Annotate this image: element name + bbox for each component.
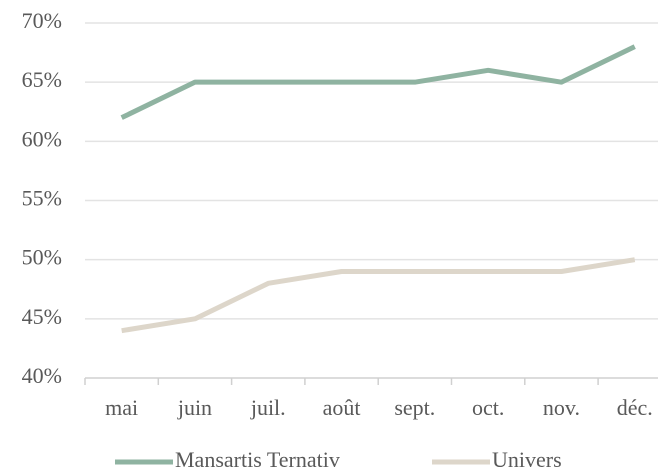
x-tick-label: août bbox=[323, 395, 361, 420]
x-tick-label: oct. bbox=[472, 395, 504, 420]
y-tick-label: 55% bbox=[22, 186, 62, 211]
legend-label: Mansartis Ternativ bbox=[175, 447, 340, 472]
legend-label: Univers bbox=[492, 447, 562, 472]
y-tick-label: 40% bbox=[22, 363, 62, 388]
x-tick-label: déc. bbox=[617, 395, 653, 420]
x-tick-label: sept. bbox=[394, 395, 435, 420]
series-line bbox=[121, 257, 636, 334]
x-tick-label: juin bbox=[177, 395, 212, 420]
y-tick-label: 70% bbox=[22, 8, 62, 33]
x-tick-label: nov. bbox=[543, 395, 580, 420]
x-tick-label: juil. bbox=[250, 395, 286, 420]
x-tick-label: mai bbox=[105, 395, 138, 420]
y-tick-label: 65% bbox=[22, 67, 62, 92]
series-line bbox=[120, 44, 636, 120]
y-tick-label: 60% bbox=[22, 126, 62, 151]
y-tick-label: 45% bbox=[22, 304, 62, 329]
y-tick-label: 50% bbox=[22, 245, 62, 270]
